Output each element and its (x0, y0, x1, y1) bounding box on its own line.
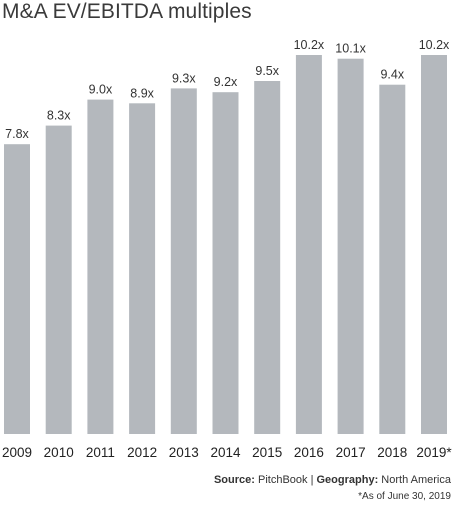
value-label-2012: 8.9x (130, 86, 154, 100)
x-tick-label-2011: 2011 (86, 445, 115, 460)
x-tick-label-2012: 2012 (127, 445, 157, 460)
bar-2011 (87, 99, 114, 434)
x-tick-label-2015: 2015 (252, 445, 282, 460)
source-line: Source: PitchBook | Geography: North Ame… (214, 474, 451, 486)
x-tick-label-2009: 2009 (2, 445, 32, 460)
value-label-2019: 10.2x (419, 38, 450, 52)
geography-label: Geography: (316, 474, 379, 486)
bar-2009 (4, 144, 30, 434)
value-labels-layer: 7.8x 8.3x 9.0x 8.9x 9.3x 9.2x 9.5x 10.2x 10.1x 9.… (5, 38, 450, 141)
bar-2010 (45, 125, 72, 434)
source-separator: | (310, 474, 314, 486)
value-label-2009: 7.8x (5, 127, 29, 141)
value-label-2018: 9.4x (380, 68, 404, 82)
x-tick-label-2010: 2010 (44, 445, 74, 460)
bar-2016 (295, 55, 322, 434)
value-label-2014: 9.2x (214, 75, 238, 89)
x-tick-label-2014: 2014 (210, 445, 241, 460)
footnote: *As of June 30, 2019 (358, 491, 451, 502)
geography-value: North America (381, 474, 451, 486)
value-label-2015: 9.5x (255, 64, 279, 78)
x-tick-label-2018: 2018 (377, 445, 407, 460)
value-label-2010: 8.3x (47, 109, 71, 123)
bar-2014 (212, 92, 239, 434)
x-tick-label-2016: 2016 (294, 445, 324, 460)
x-tick-labels-layer: 2009 2010 2011 2012 2013 2014 2015 2016 2017 2018… (2, 445, 452, 460)
source-label: Source: (213, 474, 255, 486)
x-tick-label-2017: 2017 (336, 445, 366, 460)
bar-2013 (170, 88, 197, 435)
bar-2019 (421, 55, 447, 434)
bar-2017 (337, 58, 364, 434)
value-label-2016: 10.2x (294, 38, 325, 52)
bar-2012 (129, 103, 156, 435)
source-value: PitchBook (257, 474, 308, 486)
x-tick-label-2013: 2013 (169, 445, 199, 460)
value-label-2013: 9.3x (172, 71, 196, 85)
bars-layer (4, 55, 447, 435)
bar-2018 (379, 84, 406, 434)
x-tick-label-2019: 2019* (416, 445, 452, 460)
bar-2015 (254, 81, 281, 434)
value-label-2017: 10.1x (335, 42, 366, 56)
value-label-2011: 9.0x (89, 83, 113, 97)
chart-title: M&A EV/EBITDA multiples (2, 0, 252, 23)
